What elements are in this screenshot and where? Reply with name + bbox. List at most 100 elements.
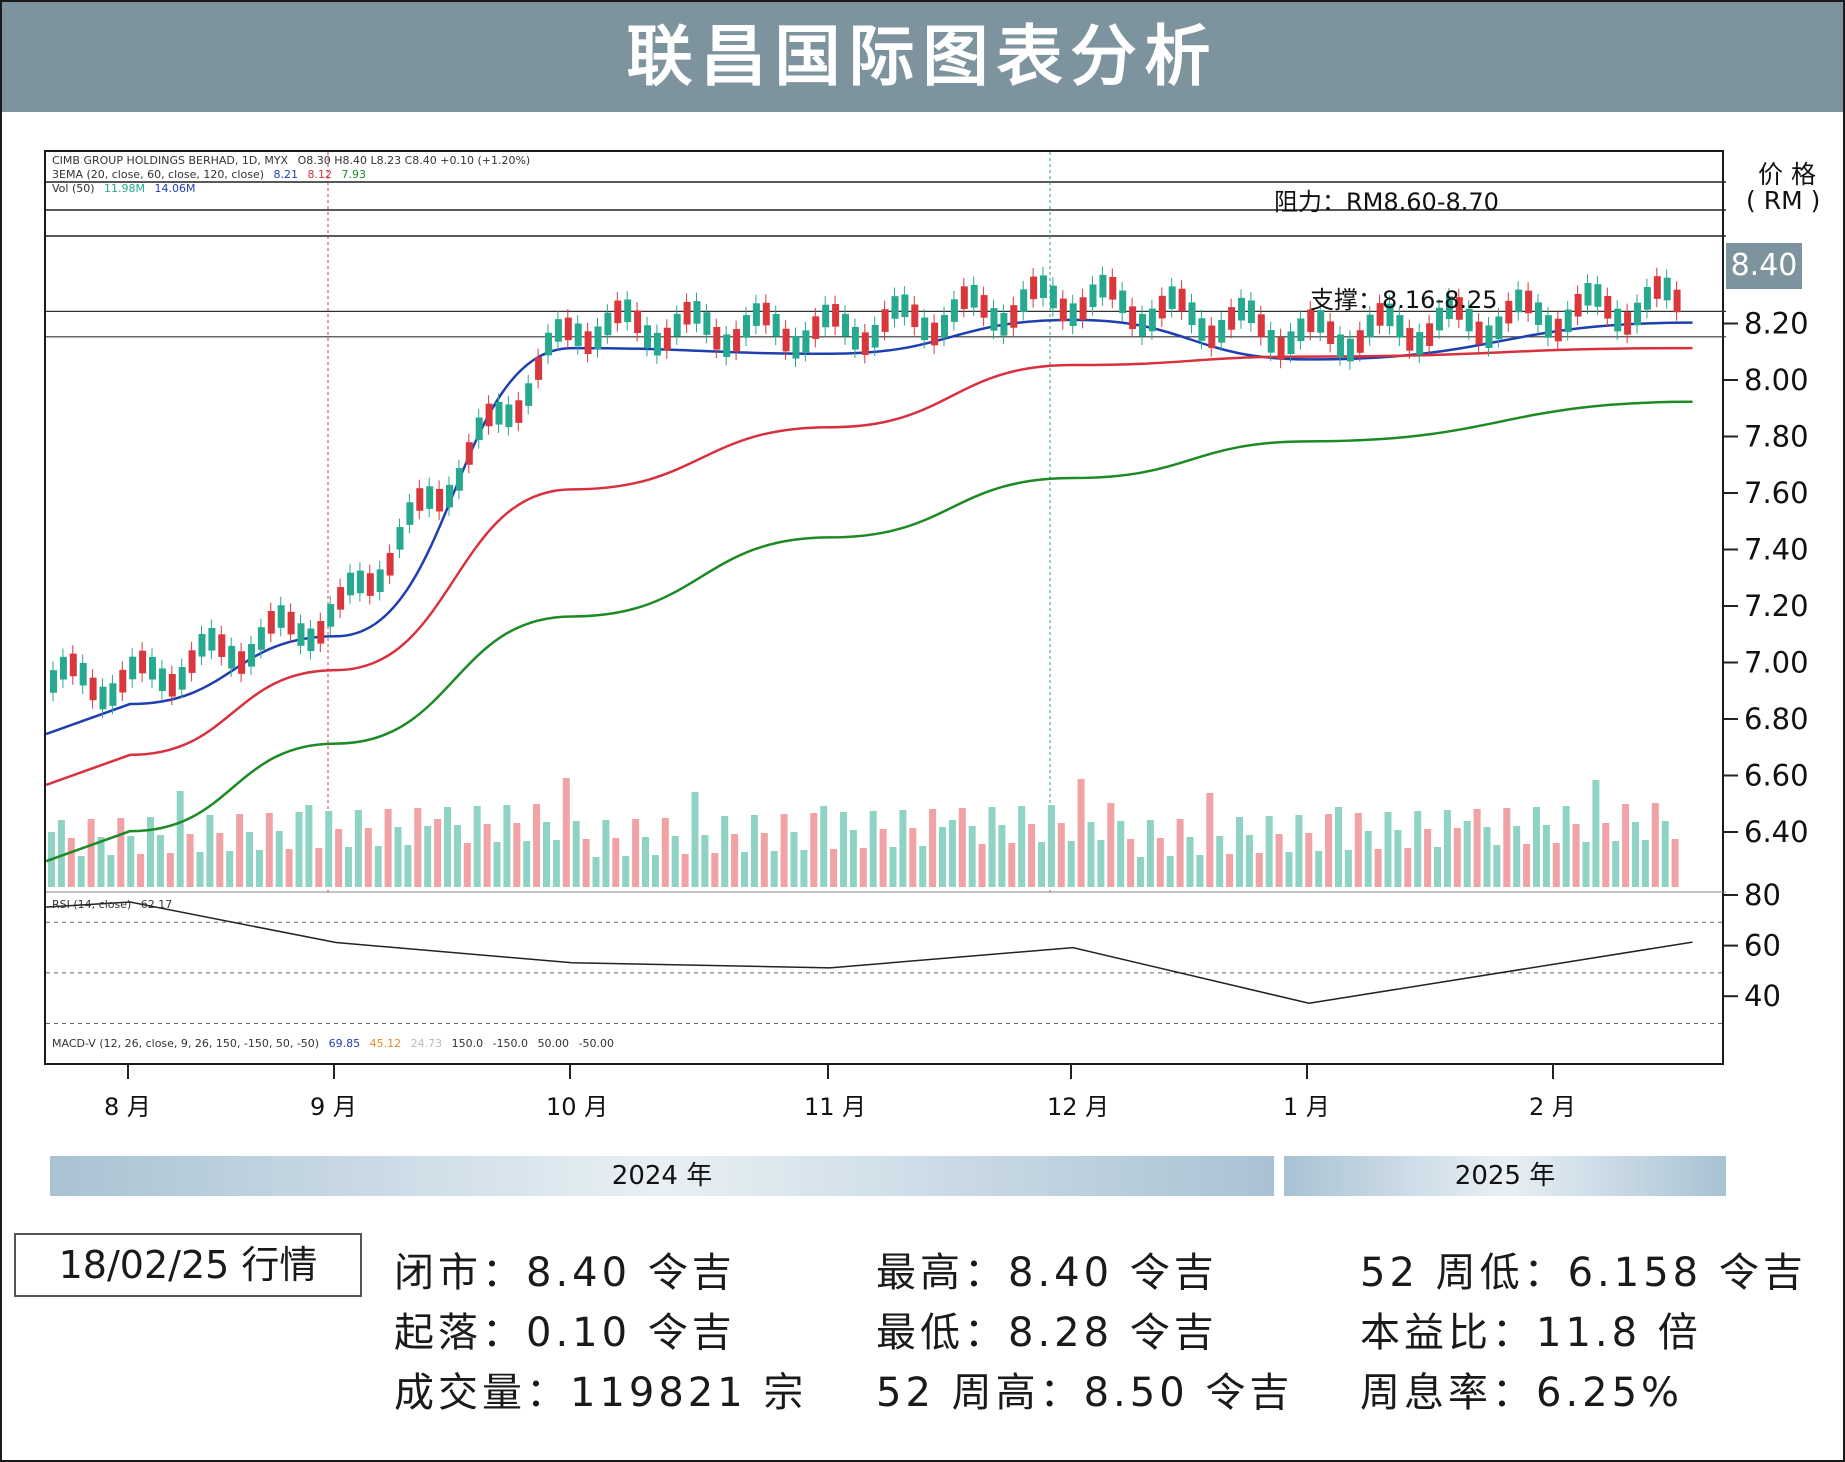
candle-body: [366, 573, 374, 596]
candle-body: [1634, 302, 1641, 326]
candle-body: [1673, 289, 1681, 313]
candle-body: [891, 296, 899, 319]
volume-bar: [612, 838, 620, 887]
candle-body: [693, 301, 701, 324]
candle-body: [1535, 302, 1542, 325]
candle-body: [832, 304, 840, 327]
volume-bar: [226, 851, 234, 887]
candle-body: [1376, 303, 1384, 326]
volume-bar: [97, 837, 105, 887]
legend-ema-line: 3EMA (20, close, 60, close, 120, close) …: [52, 168, 372, 181]
candle-body: [79, 662, 87, 686]
volume-bar: [1325, 814, 1333, 887]
volume-bar: [859, 848, 867, 887]
candle-body: [931, 322, 939, 346]
volume-bar: [483, 824, 491, 887]
volume-bar: [206, 815, 214, 887]
candle-body: [396, 527, 404, 550]
candle-body: [485, 403, 493, 427]
candle-body: [1614, 308, 1622, 332]
candle-body: [168, 674, 176, 697]
volume-bar: [315, 848, 323, 887]
candle-body: [386, 552, 394, 576]
volume-bar: [137, 854, 145, 887]
volume-bar: [948, 820, 956, 887]
volume-bar: [592, 857, 600, 887]
ema-line-1: [46, 318, 1693, 736]
candle-body: [436, 488, 444, 512]
candle-body: [1426, 323, 1434, 346]
candle-body: [1584, 282, 1592, 306]
candle-body: [772, 314, 780, 337]
candle-body: [59, 656, 67, 680]
stat-52w-high: 52 周高：8.50 令吉: [876, 1370, 1294, 1416]
stat-close: 闭市：8.40 令吉: [394, 1250, 736, 1296]
candle-body: [505, 404, 513, 428]
candle-body: [950, 299, 958, 322]
volume-bar: [77, 856, 85, 887]
candle-body: [941, 315, 948, 338]
legend-macd-v5: -150.0: [492, 1037, 529, 1050]
volume-bar: [1483, 827, 1491, 887]
volume-bar: [632, 819, 640, 887]
candle-body: [455, 468, 463, 491]
candle-body: [525, 383, 533, 406]
volume-bar: [186, 834, 194, 887]
volume-bar: [681, 854, 689, 887]
volume-bar: [849, 830, 857, 887]
volume-bar: [275, 831, 283, 887]
year-2024-bar: 2024 年: [50, 1156, 1274, 1196]
candle-body: [69, 653, 77, 677]
candle-body: [960, 286, 968, 309]
volume-bar: [107, 855, 115, 887]
legend-rsi-line: RSI (14, close) 62.17: [52, 898, 178, 911]
candle-body: [723, 334, 731, 358]
candle-body: [257, 627, 265, 650]
candle-body: [1406, 328, 1414, 351]
candle-body: [1158, 295, 1166, 319]
candle-body: [762, 302, 770, 326]
candle-body: [594, 326, 602, 350]
volume-bar: [1087, 822, 1095, 887]
volume-bar: [1275, 834, 1283, 887]
volume-bar: [1216, 836, 1224, 887]
volume-bar: [384, 809, 392, 887]
candle-body: [802, 330, 810, 353]
candle-body: [1010, 305, 1018, 328]
candle-body: [1059, 298, 1067, 322]
candle-body: [1267, 330, 1275, 353]
candle-body: [99, 686, 107, 710]
candle-body: [822, 304, 830, 328]
volume-bar: [820, 806, 828, 887]
volume-bar: [57, 820, 65, 887]
volume-bar: [929, 809, 937, 887]
candle-body: [1653, 276, 1661, 299]
volume-bar: [1186, 837, 1194, 887]
volume-bar: [176, 791, 184, 887]
volume-bar: [760, 833, 768, 887]
candle-body: [188, 650, 196, 673]
candle-body: [1228, 307, 1236, 330]
candle-body: [277, 605, 285, 628]
candle-body: [1109, 277, 1117, 300]
volume-bar: [552, 840, 560, 887]
volume-bar: [1612, 841, 1620, 887]
candle-body: [158, 668, 166, 691]
candle-body: [881, 309, 889, 332]
legend-ema60: 8.12: [307, 168, 333, 181]
volume-bar: [1414, 811, 1422, 887]
candle-body: [129, 656, 137, 680]
candle-body: [465, 442, 473, 465]
legend-macd-line: MACD-V (12, 26, close, 9, 26, 150, -150,…: [52, 1037, 620, 1050]
candle-body: [842, 313, 849, 337]
volume-bar: [1463, 821, 1471, 887]
chart-panel: CIMB GROUP HOLDINGS BERHAD, 1D, MYX O8.3…: [44, 150, 1726, 1065]
candle-body: [1040, 275, 1047, 299]
volume-bar: [1107, 803, 1115, 887]
stat-change: 起落：0.10 令吉: [394, 1310, 736, 1356]
candle-body: [1346, 338, 1354, 362]
volume-bar: [1047, 805, 1055, 887]
legend-macd-v2: 45.12: [369, 1037, 402, 1050]
volume-bar: [1206, 793, 1214, 887]
volume-bar: [572, 821, 580, 887]
